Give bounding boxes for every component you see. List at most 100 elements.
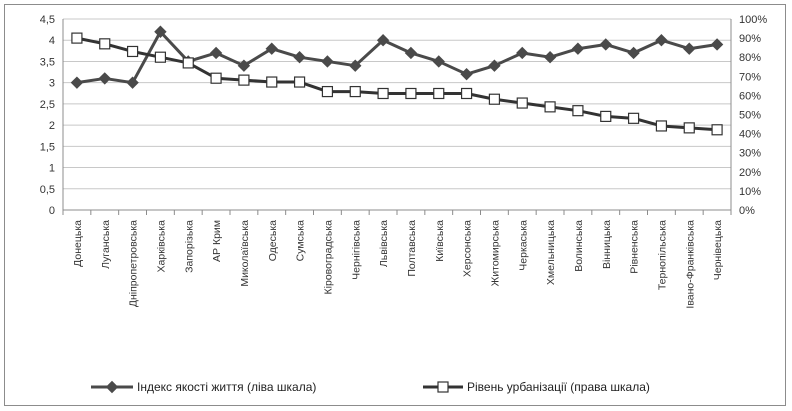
category-label: Хмельницька: [545, 220, 557, 285]
data-point-series-1: [571, 42, 585, 55]
right-axis-tick-label: 20%: [739, 167, 761, 179]
data-point-series-2: [99, 38, 111, 50]
category-label: Волинська: [573, 220, 585, 272]
right-axis-tick-label: 50%: [739, 110, 761, 122]
data-point-series-2: [182, 57, 194, 69]
legend-label-2: Рівень урбанізації (права шкала): [467, 380, 650, 394]
right-axis-tick-label: 70%: [739, 71, 761, 83]
data-point-series-1: [98, 72, 111, 85]
data-point-series-1: [376, 34, 390, 47]
left-axis-tick-label: 4,5: [40, 14, 55, 26]
data-point-series-1: [404, 46, 418, 60]
category-label: Харківська: [155, 220, 167, 273]
data-point-series-2: [349, 85, 361, 98]
legend-marker-1: [105, 380, 119, 394]
data-point-series-2: [488, 93, 501, 105]
data-point-series-1: [710, 38, 724, 51]
data-point-series-2: [711, 124, 723, 136]
category-label: Черкаська: [517, 220, 529, 271]
left-axis-tick-label: 2,5: [40, 99, 55, 111]
data-point-series-2: [266, 76, 278, 88]
right-axis-tick-label: 90%: [739, 33, 761, 45]
data-point-series-2: [460, 87, 473, 100]
data-point-series-2: [627, 112, 640, 124]
data-point-series-2: [321, 85, 334, 98]
data-point-series-2: [210, 72, 222, 84]
category-label: Чернігівська: [350, 220, 362, 280]
data-point-series-2: [377, 87, 389, 100]
category-label: Луганська: [100, 220, 112, 269]
category-label: Запорізька: [183, 220, 195, 273]
data-point-series-1: [683, 42, 696, 55]
data-point-series-1: [209, 46, 223, 60]
data-point-series-1: [126, 76, 139, 89]
data-point-series-1: [655, 34, 668, 47]
category-label: Полтавська: [406, 220, 418, 277]
data-point-series-2: [544, 101, 556, 113]
legend-marker-2: [437, 381, 449, 393]
category-label: Тернопільська: [656, 220, 668, 290]
right-axis-tick-label: 0%: [739, 205, 755, 217]
data-point-series-1: [543, 50, 557, 64]
category-label: Київська: [434, 220, 446, 262]
data-point-series-2: [600, 110, 612, 123]
category-label: Одеська: [267, 220, 279, 261]
data-point-series-1: [627, 46, 640, 60]
data-point-series-1: [599, 38, 612, 51]
data-point-series-1: [488, 59, 501, 72]
data-point-series-2: [238, 74, 250, 86]
data-point-series-1: [237, 59, 251, 72]
series-line-1: [76, 30, 718, 85]
category-label: Вінницька: [601, 220, 613, 269]
data-point-series-2: [126, 45, 139, 58]
left-axis-tick-label: 2: [49, 120, 55, 132]
data-point-series-2: [655, 120, 668, 132]
left-axis-tick-label: 3: [49, 78, 55, 90]
data-point-series-1: [265, 42, 278, 55]
data-point-series-2: [154, 51, 167, 63]
right-axis-tick-label: 80%: [739, 52, 761, 64]
category-label: Рівненська: [629, 220, 641, 274]
right-axis-tick-label: 40%: [739, 129, 761, 141]
category-label: Донецька: [72, 220, 84, 267]
category-label: Житомирська: [489, 220, 501, 287]
right-axis-tick-label: 60%: [739, 90, 761, 102]
data-point-series-2: [433, 87, 445, 100]
left-axis-tick-label: 0: [49, 205, 55, 217]
data-point-series-1: [70, 76, 84, 89]
data-point-series-1: [432, 55, 445, 68]
left-axis-tick-label: 0,5: [40, 184, 55, 196]
data-point-series-1: [460, 67, 473, 81]
data-point-series-1: [516, 46, 529, 60]
left-axis-tick-label: 1,5: [40, 141, 55, 153]
data-point-series-1: [293, 50, 306, 64]
category-label: Івано-Франківська: [684, 220, 696, 309]
category-label: Миколаївська: [239, 220, 251, 287]
data-point-series-1: [321, 55, 334, 68]
category-label: Кіровоградська: [322, 220, 334, 295]
data-point-series-2: [572, 105, 584, 117]
data-point-series-1: [154, 25, 167, 38]
data-point-series-2: [683, 122, 695, 134]
legend-label-1: Індекс якості життя (ліва шкала): [137, 380, 316, 394]
data-point-series-1: [349, 59, 362, 72]
chart-frame: 0 0,5 1 1,5 2 2,5 3 3,5 4 4,5 0% 10% 20% 30% 40% 50% 60…: [4, 4, 786, 406]
data-point-series-2: [516, 97, 528, 109]
category-label: Чернівецька: [712, 220, 724, 280]
category-label: Дніпропетровська: [128, 220, 140, 307]
data-point-series-2: [293, 76, 306, 88]
data-point-series-2: [71, 32, 83, 44]
line-chart: 0 0,5 1 1,5 2 2,5 3 3,5 4 4,5 0% 10% 20% 30% 40% 50% 60…: [40, 14, 768, 394]
category-label: Сумська: [295, 220, 307, 261]
right-axis-tick-label: 100%: [739, 14, 767, 26]
category-label: Херсонська: [462, 220, 474, 277]
left-axis-tick-label: 3,5: [40, 56, 55, 68]
left-axis-tick-label: 1: [49, 163, 55, 175]
left-axis-tick-label: 4: [49, 35, 55, 47]
right-axis-tick-label: 10%: [739, 186, 761, 198]
series-line-2: [76, 36, 718, 132]
right-axis-tick-label: 30%: [739, 148, 761, 160]
category-label: Львівська: [378, 220, 390, 267]
data-point-series-2: [405, 87, 417, 100]
category-label: АР Крим: [211, 220, 223, 262]
